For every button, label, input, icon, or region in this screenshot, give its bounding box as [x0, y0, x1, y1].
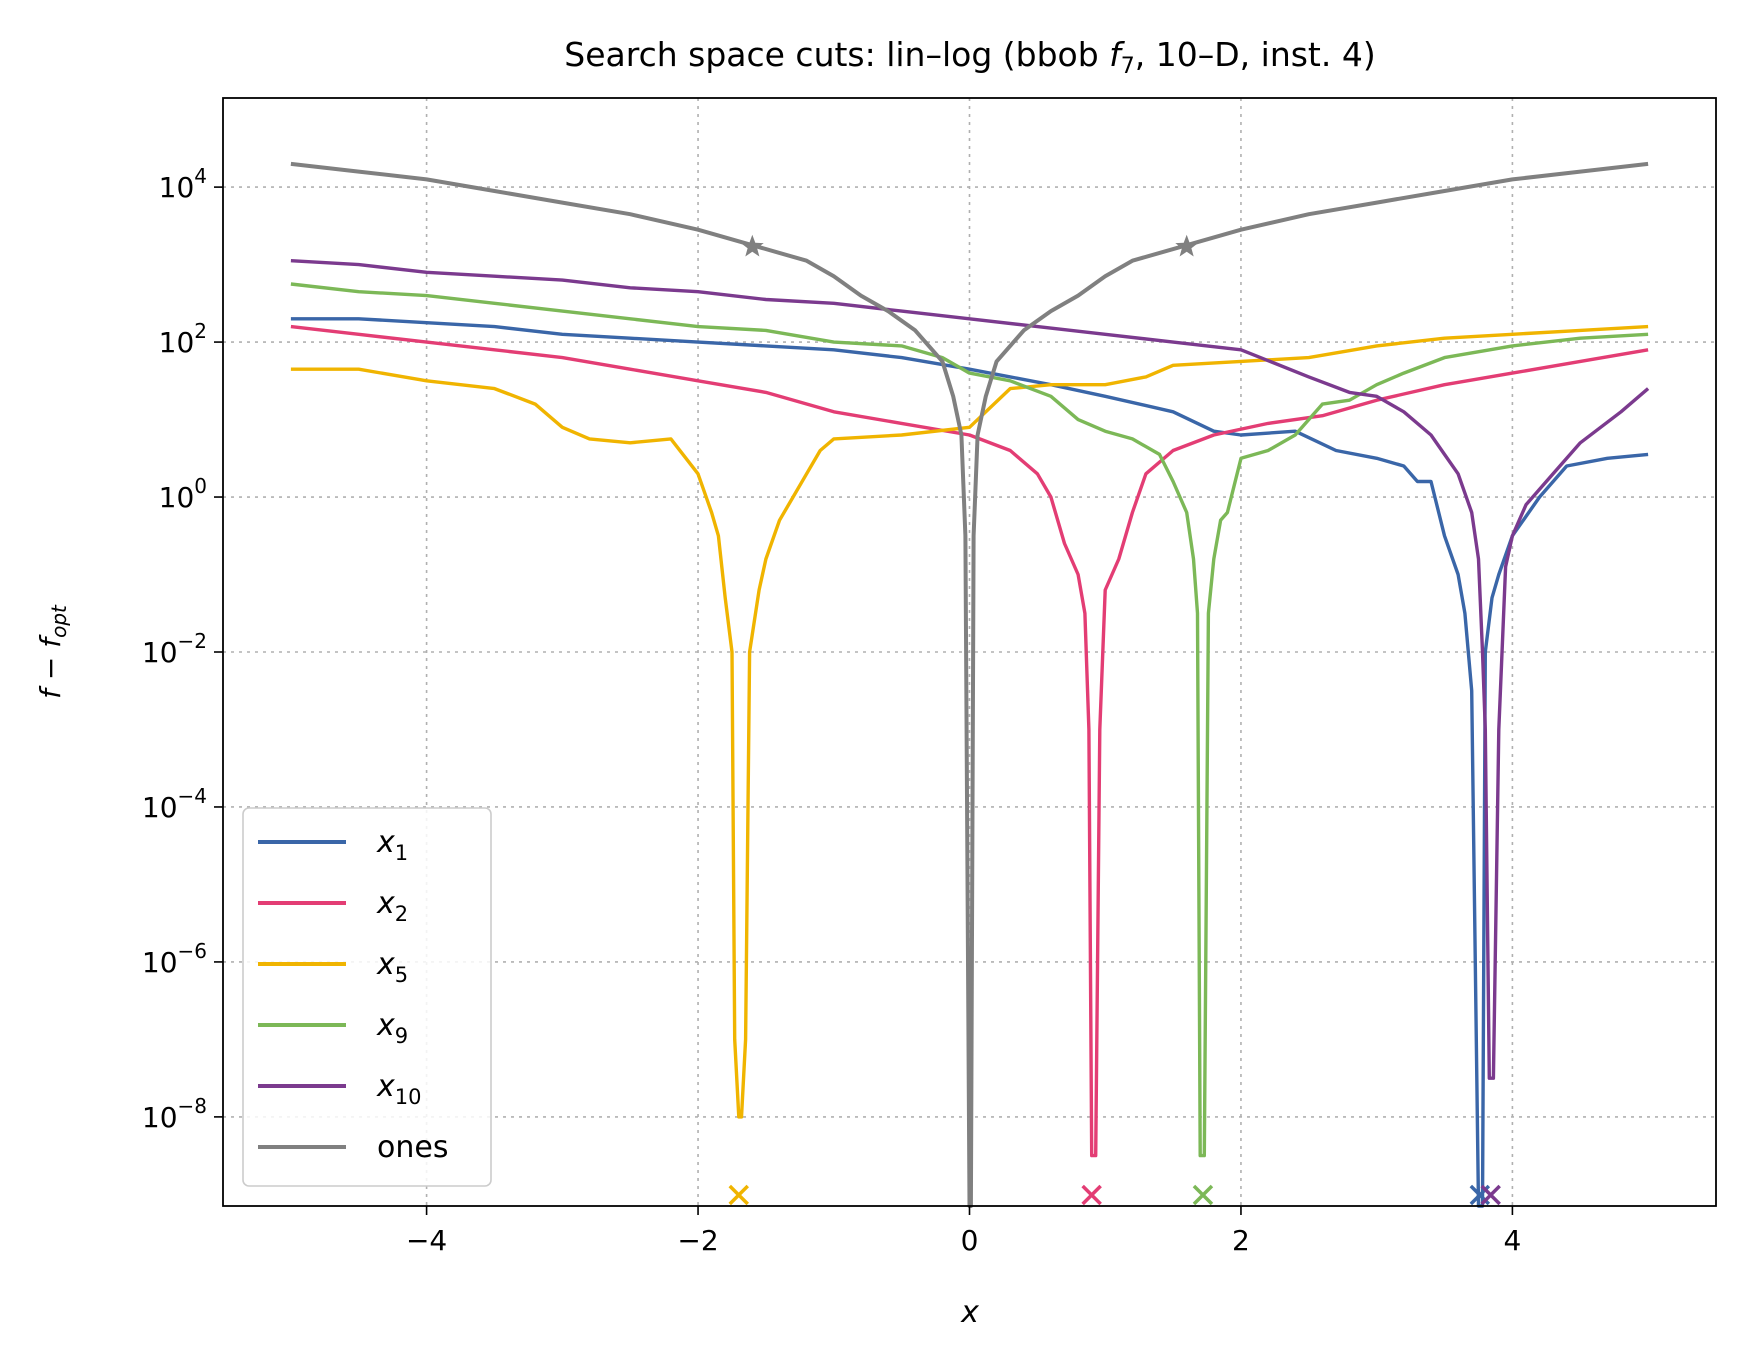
optimum-marker [1081, 1184, 1102, 1206]
chart-title: Search space cuts: lin–log (bbob f7, 10–… [564, 35, 1375, 79]
x-tick-label: 2 [1232, 1224, 1250, 1257]
series-line-x10 [290, 259, 1650, 1080]
x-tick-label: −4 [406, 1224, 447, 1257]
y-tick-label: 10−4 [142, 784, 207, 824]
y-tick-label: 102 [159, 319, 207, 359]
x-axis-label: x [960, 1295, 979, 1330]
legend-items: x1 x2 x5 x9 x10 ones [258, 825, 448, 1165]
legend-label-x9: x9 [376, 1008, 408, 1048]
legend-label-x10: x10 [376, 1069, 422, 1109]
legend: x1 x2 x5 x9 x10 ones [242, 807, 492, 1187]
legend-label-ones: ones [377, 1130, 448, 1165]
y-tick-label: 104 [159, 164, 207, 204]
optimum-marker [1480, 1184, 1501, 1206]
y-tick-label: 10−6 [142, 939, 207, 979]
series-line-x2 [290, 324, 1649, 1158]
legend-box [242, 807, 492, 1187]
legend-label-x2: x2 [376, 886, 408, 926]
x-tick-label: 0 [961, 1224, 979, 1257]
x-tick-label: 4 [1503, 1224, 1521, 1257]
y-axis-label: f − fopt [34, 604, 71, 699]
series-line-x1 [290, 317, 1649, 1208]
grid-layer [223, 98, 1716, 1206]
tick-layer: −4 −2 0 2 4 104 102 100 10−2 10−4 10−6 10−8 [142, 164, 1521, 1257]
optimum-marker [728, 1184, 750, 1206]
legend-label-x5: x5 [376, 947, 408, 987]
legend-label-x1: x1 [376, 825, 408, 865]
y-tick-label: 100 [159, 474, 207, 514]
star-marker [740, 234, 764, 257]
star-marker [1175, 234, 1199, 257]
optimum-marker [1192, 1184, 1214, 1206]
y-tick-label: 10−8 [142, 1094, 207, 1134]
marker-layer [728, 234, 1501, 1206]
x-tick-label: −2 [677, 1224, 718, 1257]
series-line-x5 [290, 324, 1649, 1119]
series-line-x9 [290, 282, 1649, 1158]
y-tick-label: 10−2 [142, 629, 207, 669]
